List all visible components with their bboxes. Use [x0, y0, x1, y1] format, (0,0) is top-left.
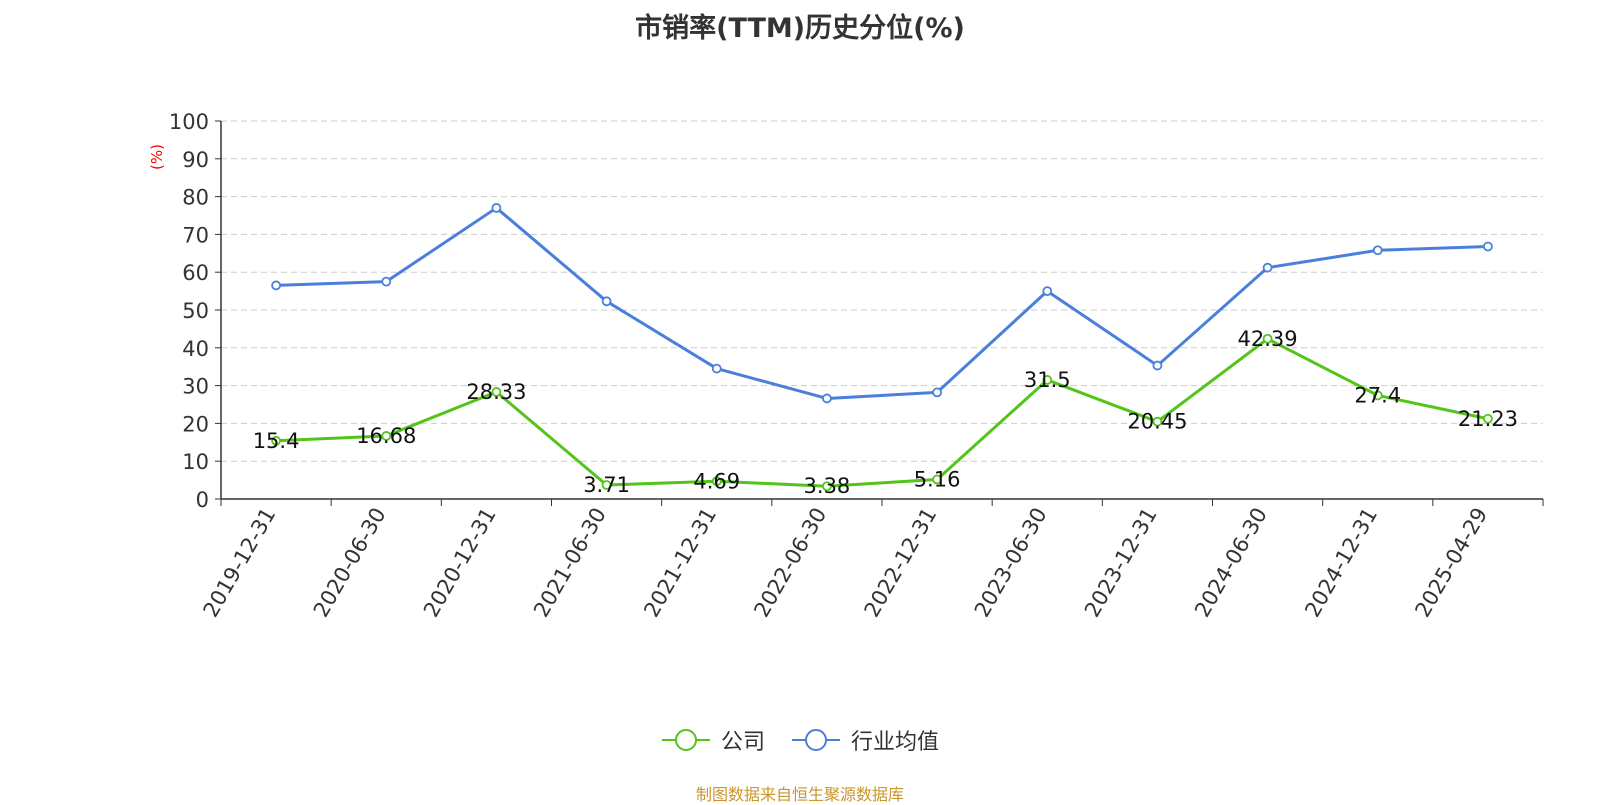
x-tick-label: 2021-06-30	[529, 504, 611, 622]
data-point	[491, 387, 502, 397]
y-tick-label: 0	[196, 488, 209, 512]
data-label: 31.5	[1024, 368, 1071, 392]
data-point	[1042, 375, 1053, 385]
data-label: 42.39	[1238, 327, 1298, 351]
gridlines	[221, 120, 1543, 462]
data-point	[271, 280, 281, 291]
data-point	[381, 431, 392, 441]
data-point	[711, 476, 722, 487]
x-tick-label: 2019-12-31	[199, 504, 281, 622]
legend-label: 公司	[720, 730, 765, 755]
data-point	[601, 296, 612, 307]
series-line	[276, 337, 1489, 488]
data-point	[1483, 413, 1493, 424]
data-point	[932, 474, 942, 485]
legend-marker-icon	[792, 729, 840, 751]
data-point	[822, 481, 832, 492]
legend-item[interactable]: 行业均值	[791, 724, 939, 756]
data-label: 27.4	[1354, 383, 1401, 407]
y-tick-label: 80	[182, 186, 209, 210]
y-tick-label: 40	[182, 337, 209, 361]
x-tick-label: 2024-12-31	[1300, 504, 1382, 622]
data-label: 16.68	[356, 424, 416, 448]
data-point	[271, 435, 281, 446]
data-point	[491, 203, 502, 213]
data-label: 5.16	[914, 467, 961, 491]
series-line	[276, 206, 1488, 400]
data-point	[1262, 333, 1273, 344]
chart-title: 市销率(TTM)历史分位(%)	[635, 13, 965, 44]
data-label: 28.33	[466, 380, 526, 404]
data-point	[932, 387, 942, 398]
x-tick-label: 2021-12-31	[639, 504, 721, 622]
data-point	[1372, 245, 1383, 256]
x-tick-label: 2022-12-31	[860, 503, 942, 621]
data-point	[822, 393, 832, 404]
y-tick-label: 20	[182, 412, 209, 436]
x-tick-label: 2020-06-30	[309, 504, 391, 622]
data-point	[1483, 241, 1493, 252]
y-tick-label: 30	[182, 375, 209, 399]
data-label: 3.38	[804, 474, 851, 498]
data-point	[381, 276, 392, 287]
data-point	[1042, 286, 1053, 297]
data-label: 4.69	[693, 469, 740, 493]
x-tick-label: 2022-06-30	[749, 504, 831, 622]
y-tick-label: 70	[182, 223, 209, 247]
x-tick-label: 2025-04-29	[1410, 504, 1492, 622]
data-point	[601, 480, 612, 490]
x-tick-label: 2023-12-31	[1080, 504, 1162, 622]
data-point	[711, 363, 722, 374]
data-labels: 15.4 16.68 28.33 3.71 4.69 3.38 5.16 31.5 20.45 4…	[253, 327, 1518, 498]
data-label: 21.23	[1458, 407, 1518, 431]
x-tick-label: 2020-12-31	[419, 503, 501, 621]
data-point	[1262, 262, 1273, 273]
x-tick-label: 2024-06-30	[1190, 504, 1272, 622]
legend-label: 行业均值	[851, 730, 940, 755]
data-label: 3.71	[583, 473, 630, 497]
legend-marker-icon	[661, 729, 710, 751]
y-tick-label: 50	[182, 299, 209, 323]
legend: 公司 行业均值	[0, 724, 1600, 756]
y-axis-label: (%)	[148, 144, 166, 170]
y-tick-label: 10	[182, 450, 209, 474]
x-tick-label: 2023-06-30	[970, 504, 1052, 622]
data-label: 15.4	[253, 429, 300, 453]
y-tick-label: 60	[182, 261, 209, 285]
y-tick-label: 90	[182, 148, 209, 172]
series-lines	[271, 203, 1493, 492]
axes: 0 10 20 30 40 50 60 70 80 90 100(%) 2019-12-31 2020-…	[148, 110, 1544, 622]
y-tick-label: 100	[169, 110, 209, 134]
legend-item[interactable]: 公司	[661, 724, 765, 756]
data-label: 20.45	[1127, 410, 1187, 434]
source-note: 制图数据来自恒生聚源数据库	[695, 785, 904, 804]
data-point	[1152, 360, 1163, 371]
data-point	[1372, 390, 1383, 401]
data-point	[1152, 416, 1163, 427]
